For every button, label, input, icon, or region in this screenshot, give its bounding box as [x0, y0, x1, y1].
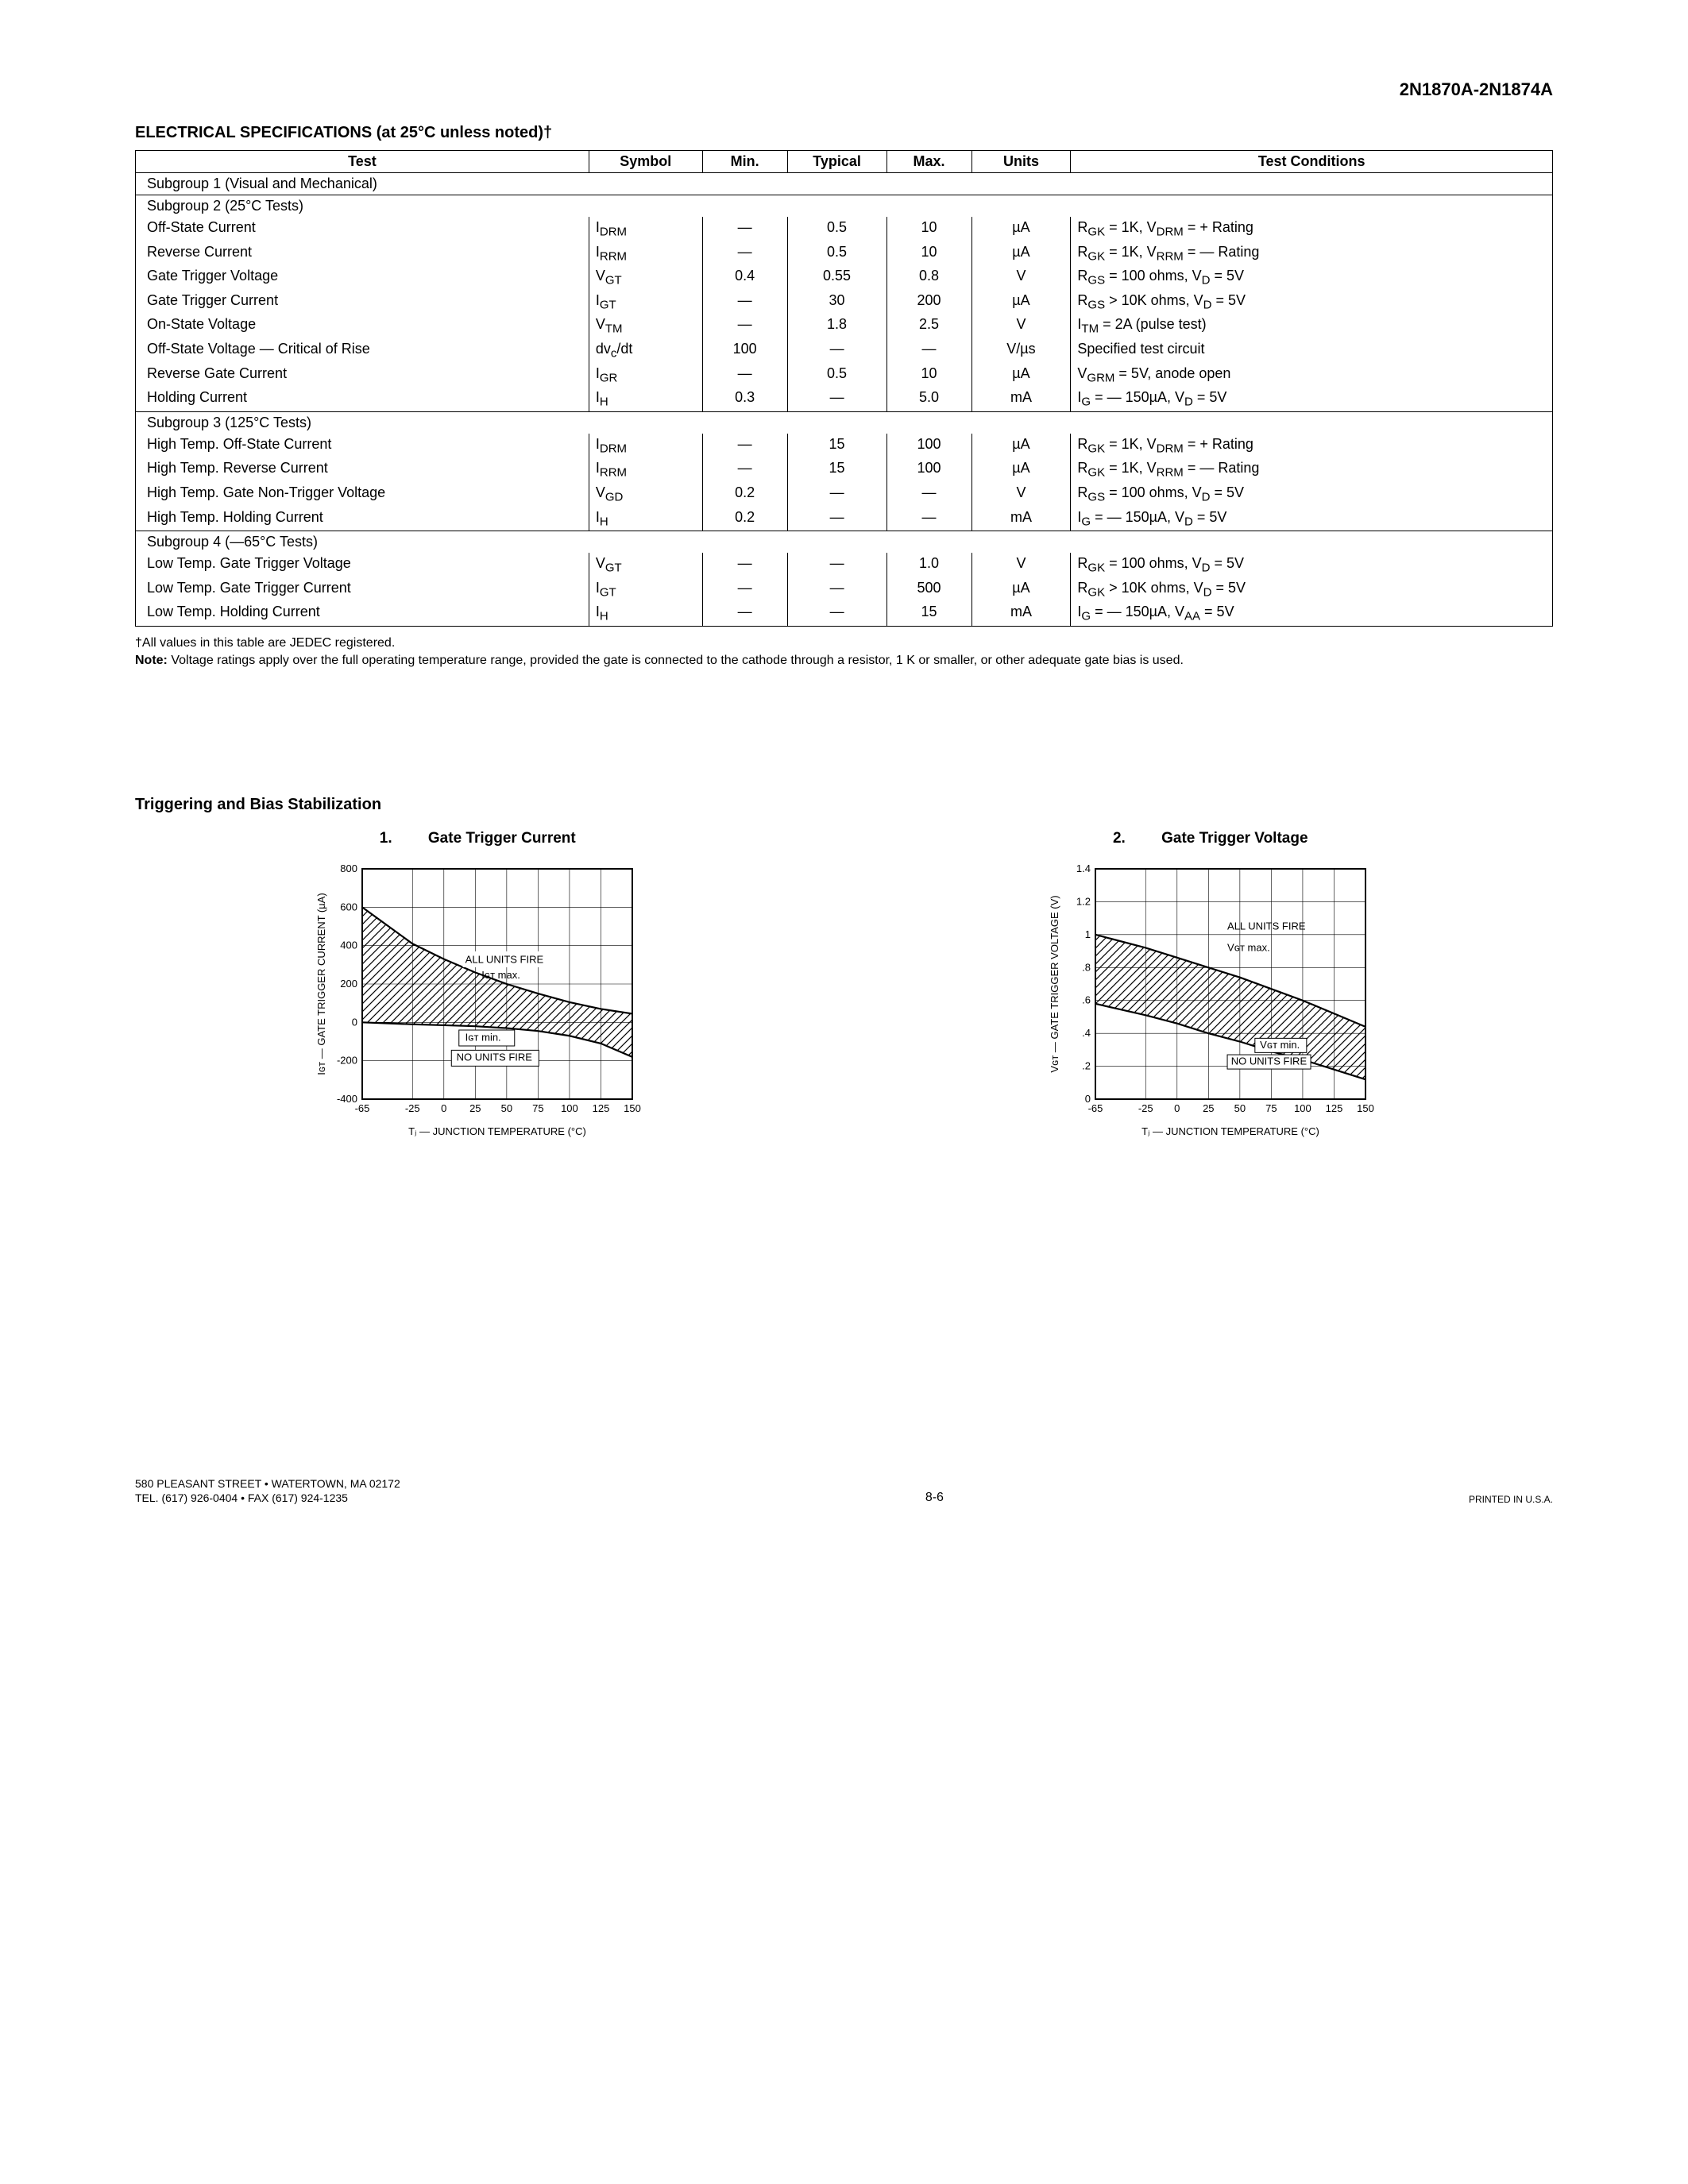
- footer: 580 PLEASANT STREET • WATERTOWN, MA 0217…: [135, 1476, 1553, 1505]
- subgroup-title: Subgroup 3 (125°C Tests): [136, 411, 589, 434]
- svg-text:150: 150: [1357, 1102, 1374, 1114]
- svg-text:.8: .8: [1082, 961, 1091, 973]
- subgroup-title: Subgroup 1 (Visual and Mechanical): [136, 173, 589, 195]
- subgroup-title: Subgroup 4 (—65°C Tests): [136, 531, 589, 554]
- table-row: Low Temp. Holding CurrentIH——15mAIG = — …: [136, 601, 1553, 626]
- svg-text:50: 50: [1234, 1102, 1245, 1114]
- svg-text:125: 125: [593, 1102, 610, 1114]
- table-row: Low Temp. Gate Trigger CurrentIGT——500µA…: [136, 577, 1553, 602]
- svg-text:.2: .2: [1082, 1060, 1091, 1072]
- svg-text:1.2: 1.2: [1076, 896, 1091, 908]
- spec-table: Test Symbol Min. Typical Max. Units Test…: [135, 150, 1553, 627]
- svg-text:Vɢᴛ — GATE TRIGGER VOLTAGE (V): Vɢᴛ — GATE TRIGGER VOLTAGE (V): [1049, 896, 1060, 1073]
- note-label: Note:: [135, 654, 168, 667]
- svg-text:ALL UNITS FIRE: ALL UNITS FIRE: [1227, 920, 1306, 932]
- chart2-title-text: Gate Trigger Voltage: [1161, 830, 1308, 847]
- table-row: Low Temp. Gate Trigger VoltageVGT——1.0VR…: [136, 553, 1553, 577]
- svg-text:400: 400: [341, 940, 358, 951]
- chart1-title-text: Gate Trigger Current: [428, 830, 576, 847]
- table-row: High Temp. Gate Non-Trigger VoltageVGD0.…: [136, 482, 1553, 507]
- table-row: Off-State Voltage — Critical of Risedvc/…: [136, 338, 1553, 363]
- svg-text:800: 800: [341, 862, 358, 874]
- chart2-title: 2. Gate Trigger Voltage: [868, 830, 1554, 847]
- subgroup-title: Subgroup 2 (25°C Tests): [136, 195, 589, 218]
- footer-page: 8-6: [925, 1491, 944, 1505]
- svg-text:Tⱼ — JUNCTION TEMPERATURE (°C): Tⱼ — JUNCTION TEMPERATURE (°C): [408, 1125, 586, 1137]
- svg-text:NO UNITS FIRE: NO UNITS FIRE: [1231, 1055, 1308, 1067]
- svg-text:100: 100: [561, 1102, 578, 1114]
- footer-printed: PRINTED IN U.S.A.: [1469, 1494, 1553, 1505]
- svg-text:NO UNITS FIRE: NO UNITS FIRE: [457, 1051, 533, 1063]
- svg-text:100: 100: [1294, 1102, 1311, 1114]
- svg-text:.4: .4: [1082, 1027, 1091, 1039]
- svg-text:-25: -25: [405, 1102, 420, 1114]
- svg-text:600: 600: [341, 901, 358, 913]
- table-row: High Temp. Holding CurrentIH0.2——mAIG = …: [136, 507, 1553, 531]
- svg-text:75: 75: [1265, 1102, 1277, 1114]
- svg-text:0: 0: [352, 1016, 357, 1028]
- svg-text:0: 0: [1174, 1102, 1180, 1114]
- note-text: Note: Voltage ratings apply over the ful…: [135, 652, 1553, 669]
- footer-address: 580 PLEASANT STREET • WATERTOWN, MA 0217…: [135, 1476, 400, 1505]
- svg-text:-25: -25: [1138, 1102, 1153, 1114]
- chart1-svg: -65-250255075100125150-400-2000200400600…: [311, 857, 644, 1143]
- svg-text:125: 125: [1325, 1102, 1342, 1114]
- table-row: High Temp. Reverse CurrentIRRM—15100µARG…: [136, 457, 1553, 482]
- svg-text:Iɢᴛ — GATE TRIGGER CURRENT (µA: Iɢᴛ — GATE TRIGGER CURRENT (µA): [315, 893, 327, 1075]
- svg-text:-200: -200: [337, 1055, 357, 1067]
- chart1-title: 1. Gate Trigger Current: [135, 830, 821, 847]
- svg-text:ALL UNITS FIRE: ALL UNITS FIRE: [465, 954, 544, 966]
- col-typ: Typical: [787, 151, 886, 173]
- footer-addr1: 580 PLEASANT STREET • WATERTOWN, MA 0217…: [135, 1477, 400, 1490]
- svg-text:0: 0: [441, 1102, 446, 1114]
- part-number: 2N1870A-2N1874A: [135, 79, 1553, 100]
- dagger-note: †All values in this table are JEDEC regi…: [135, 635, 1553, 652]
- svg-text:25: 25: [469, 1102, 481, 1114]
- svg-text:Iɢᴛ min.: Iɢᴛ min.: [465, 1031, 501, 1043]
- svg-text:Vɢᴛ max.: Vɢᴛ max.: [1227, 942, 1270, 954]
- col-min: Min.: [702, 151, 787, 173]
- table-row: Reverse CurrentIRRM—0.510µARGK = 1K, VRR…: [136, 241, 1553, 266]
- chart2-svg: -65-2502550751001251500.2.4.6.811.21.4Tⱼ…: [1044, 857, 1377, 1143]
- svg-text:50: 50: [501, 1102, 512, 1114]
- table-row: On-State VoltageVTM—1.82.5VITM = 2A (pul…: [136, 314, 1553, 338]
- col-symbol: Symbol: [589, 151, 702, 173]
- svg-text:Iɢᴛ max.: Iɢᴛ max.: [481, 969, 520, 981]
- svg-text:0: 0: [1085, 1093, 1091, 1105]
- col-test: Test: [136, 151, 589, 173]
- svg-text:.6: .6: [1082, 994, 1091, 1006]
- svg-text:Tⱼ — JUNCTION TEMPERATURE (°C): Tⱼ — JUNCTION TEMPERATURE (°C): [1141, 1125, 1319, 1137]
- footer-addr2: TEL. (617) 926-0404 • FAX (617) 924-1235: [135, 1491, 348, 1504]
- table-row: Holding CurrentIH0.3—5.0mAIG = — 150µA, …: [136, 387, 1553, 411]
- charts-row: 1. Gate Trigger Current -65-250255075100…: [135, 830, 1553, 1143]
- triggering-title: Triggering and Bias Stabilization: [135, 796, 1553, 814]
- svg-text:1.4: 1.4: [1076, 862, 1091, 874]
- table-row: Gate Trigger CurrentIGT—30200µARGS > 10K…: [136, 290, 1553, 314]
- svg-text:Vɢᴛ min.: Vɢᴛ min.: [1260, 1039, 1300, 1051]
- svg-text:-400: -400: [337, 1093, 357, 1105]
- svg-text:1: 1: [1085, 928, 1091, 940]
- chart1-num: 1.: [380, 830, 392, 847]
- col-units: Units: [971, 151, 1071, 173]
- note-body: Voltage ratings apply over the full oper…: [171, 654, 1184, 667]
- section-title: ELECTRICAL SPECIFICATIONS (at 25°C unles…: [135, 124, 1553, 142]
- svg-text:150: 150: [624, 1102, 641, 1114]
- svg-text:25: 25: [1203, 1102, 1214, 1114]
- chart2-num: 2.: [1113, 830, 1126, 847]
- col-max: Max.: [886, 151, 971, 173]
- notes: †All values in this table are JEDEC regi…: [135, 635, 1553, 669]
- col-cond: Test Conditions: [1071, 151, 1553, 173]
- svg-text:200: 200: [341, 978, 358, 990]
- table-row: Reverse Gate CurrentIGR—0.510µAVGRM = 5V…: [136, 363, 1553, 388]
- table-row: High Temp. Off-State CurrentIDRM—15100µA…: [136, 434, 1553, 458]
- table-row: Off-State CurrentIDRM—0.510µARGK = 1K, V…: [136, 217, 1553, 241]
- table-row: Gate Trigger VoltageVGT0.40.550.8VRGS = …: [136, 265, 1553, 290]
- svg-text:75: 75: [532, 1102, 543, 1114]
